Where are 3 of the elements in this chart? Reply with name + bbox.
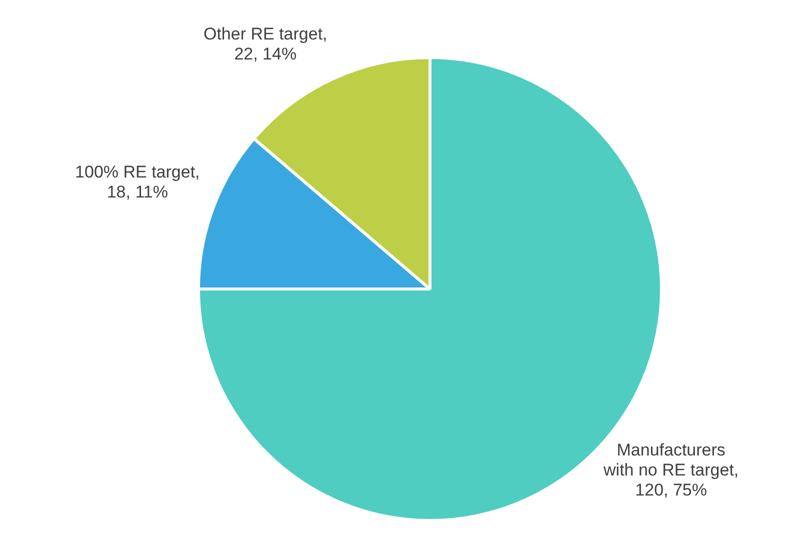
slice-label: 100% RE target, 18, 11%: [75, 162, 200, 202]
slice-label: Manufacturers with no RE target, 120, 75%: [602, 440, 739, 500]
slice-label: Other RE target, 22, 14%: [203, 24, 328, 64]
